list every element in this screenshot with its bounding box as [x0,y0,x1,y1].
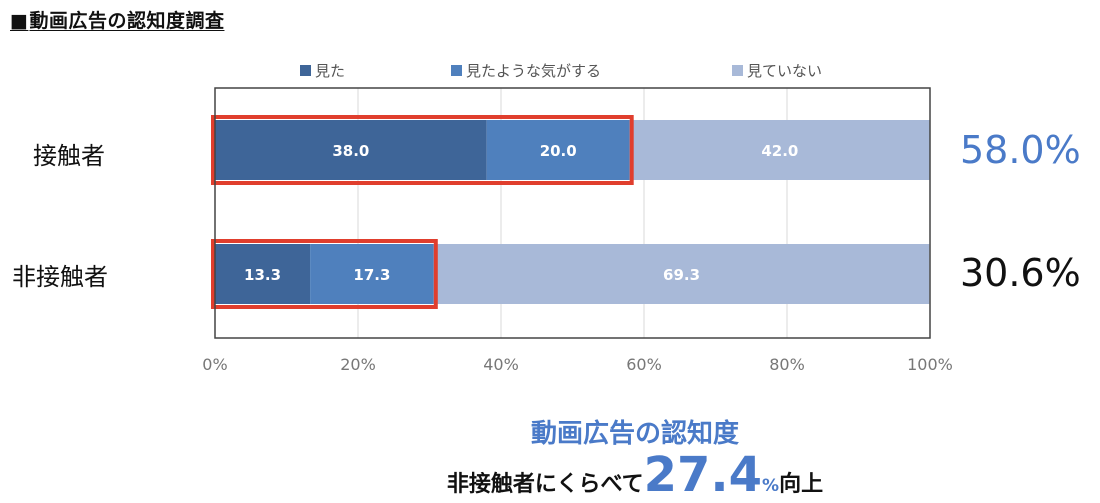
bar-segment [215,244,311,304]
summary-prefix: 非接触者にくらべて [446,472,644,497]
chart-legend: 見た 見たような気がする 見ていない [0,60,1100,82]
data-label: 69.3 [663,266,700,284]
category-label-1: 非接触者 [12,263,108,291]
bar-segment [310,244,434,304]
x-tick-label: 60% [626,355,662,374]
plot-frame [214,87,931,339]
summary-value: 27.4 [643,447,763,503]
legend-swatch-1 [451,65,462,76]
data-label: 13.3 [244,266,281,284]
x-tick-label: 80% [769,355,805,374]
legend-item-0: 見た [300,60,345,81]
x-tick-label: 0% [202,355,227,374]
page-title: ■動画広告の認知度調査 [10,6,224,33]
page-title-text: 動画広告の認知度調査 [29,10,225,32]
highlight-box [211,239,438,309]
bar-segment [433,244,930,304]
legend-item-1: 見たような気がする [451,60,601,81]
data-label: 38.0 [332,142,369,160]
legend-item-2: 見ていない [732,60,822,81]
bar-segment [215,120,487,180]
summary-suffix: 向上 [779,472,824,497]
data-label: 20.0 [540,142,577,160]
bar-segment [486,120,630,180]
summary-line: 非接触者にくらべて27.4%向上 [0,447,1100,503]
x-tick-label: 40% [483,355,519,374]
legend-swatch-0 [300,65,311,76]
highlight-box [211,115,634,185]
title-square-icon: ■ [10,10,29,32]
data-label: 17.3 [353,266,390,284]
data-label: 42.0 [761,142,798,160]
legend-swatch-2 [732,65,743,76]
summary-title: 動画広告の認知度 [530,419,739,449]
legend-label-2: 見ていない [747,62,823,80]
total-value-0: 58.0% [960,128,1081,172]
legend-label-1: 見たような気がする [466,62,602,80]
summary-unit: % [762,476,780,496]
legend-label-0: 見た [315,62,346,80]
category-label-0: 接触者 [33,142,105,170]
bar-segment [629,120,930,180]
x-tick-label: 100% [907,355,953,374]
x-tick-label: 20% [340,355,376,374]
total-value-1: 30.6% [960,251,1081,295]
stacked-bar-chart: 38.0 20.0 42.0 13.3 17.3 69.3 0% 20% 40% 60% 80% 10… [202,87,953,374]
